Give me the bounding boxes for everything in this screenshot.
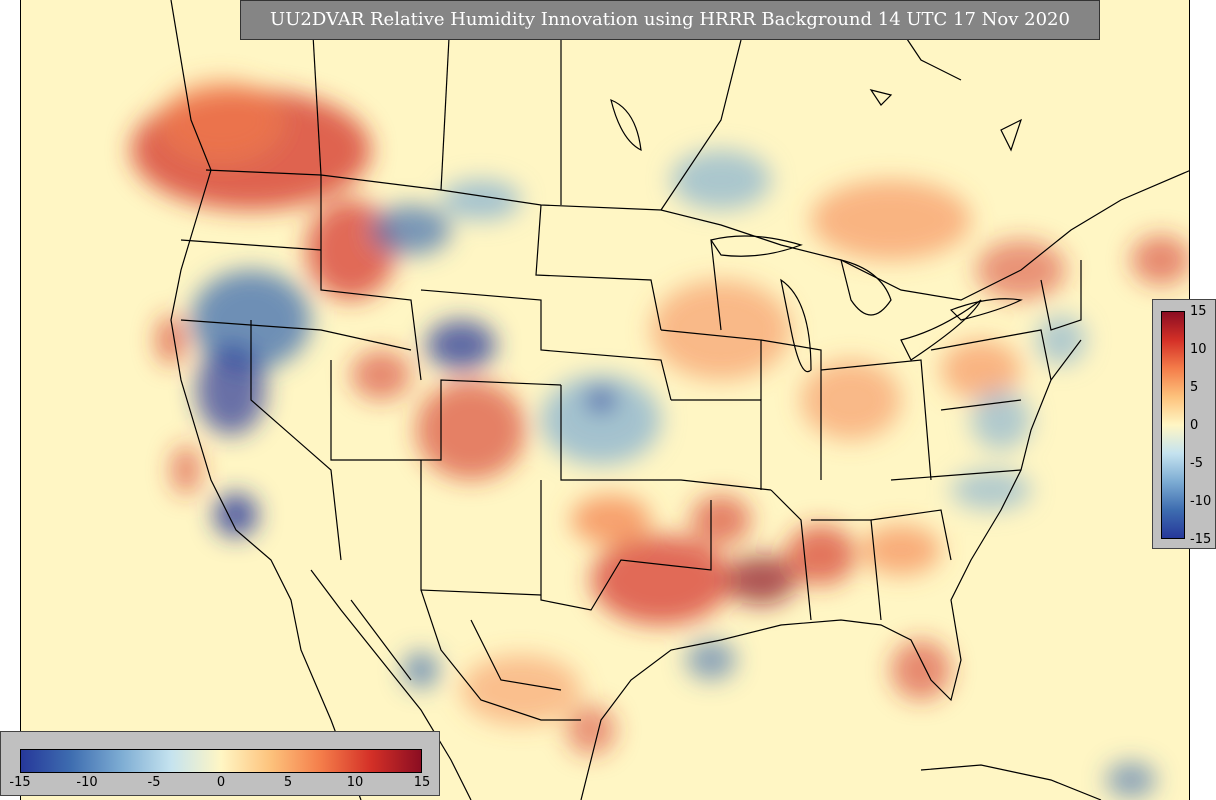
colorbar-vertical-tick: 15 — [1190, 304, 1207, 319]
colorbar-horizontal-tick: 10 — [346, 775, 364, 790]
colorbar-vertical-tick: 0 — [1190, 418, 1199, 433]
innovation-field-map — [21, 0, 1189, 800]
colorbar-vertical-gradient — [1161, 311, 1185, 539]
colorbar-vertical-tick: -5 — [1190, 456, 1203, 471]
colorbar-horizontal: -15 -10 -5 0 5 10 15 — [0, 731, 440, 796]
colorbar-horizontal-tick: 5 — [283, 775, 293, 790]
colorbar-horizontal-tick: -5 — [147, 775, 161, 790]
colorbar-vertical-tick: -10 — [1190, 494, 1212, 509]
colorbar-horizontal-tick: 15 — [413, 775, 431, 790]
colorbar-vertical-tick: -15 — [1190, 532, 1212, 547]
colorbar-vertical-tick: 5 — [1190, 380, 1199, 395]
colorbar-horizontal-tick: -15 — [9, 775, 31, 790]
map-area — [20, 0, 1190, 800]
map-title: UU2DVAR Relative Humidity Innovation usi… — [240, 0, 1100, 40]
colorbar-vertical: 15 10 5 0 -5 -10 -15 — [1152, 299, 1216, 549]
humidity-innovation-field — [131, 80, 1189, 798]
colorbar-horizontal-tick: 0 — [216, 775, 226, 790]
geographic-boundaries — [170, 0, 1189, 800]
colorbar-vertical-tick: 10 — [1190, 342, 1207, 357]
colorbar-horizontal-gradient — [20, 749, 422, 773]
colorbar-horizontal-tick: -10 — [76, 775, 98, 790]
